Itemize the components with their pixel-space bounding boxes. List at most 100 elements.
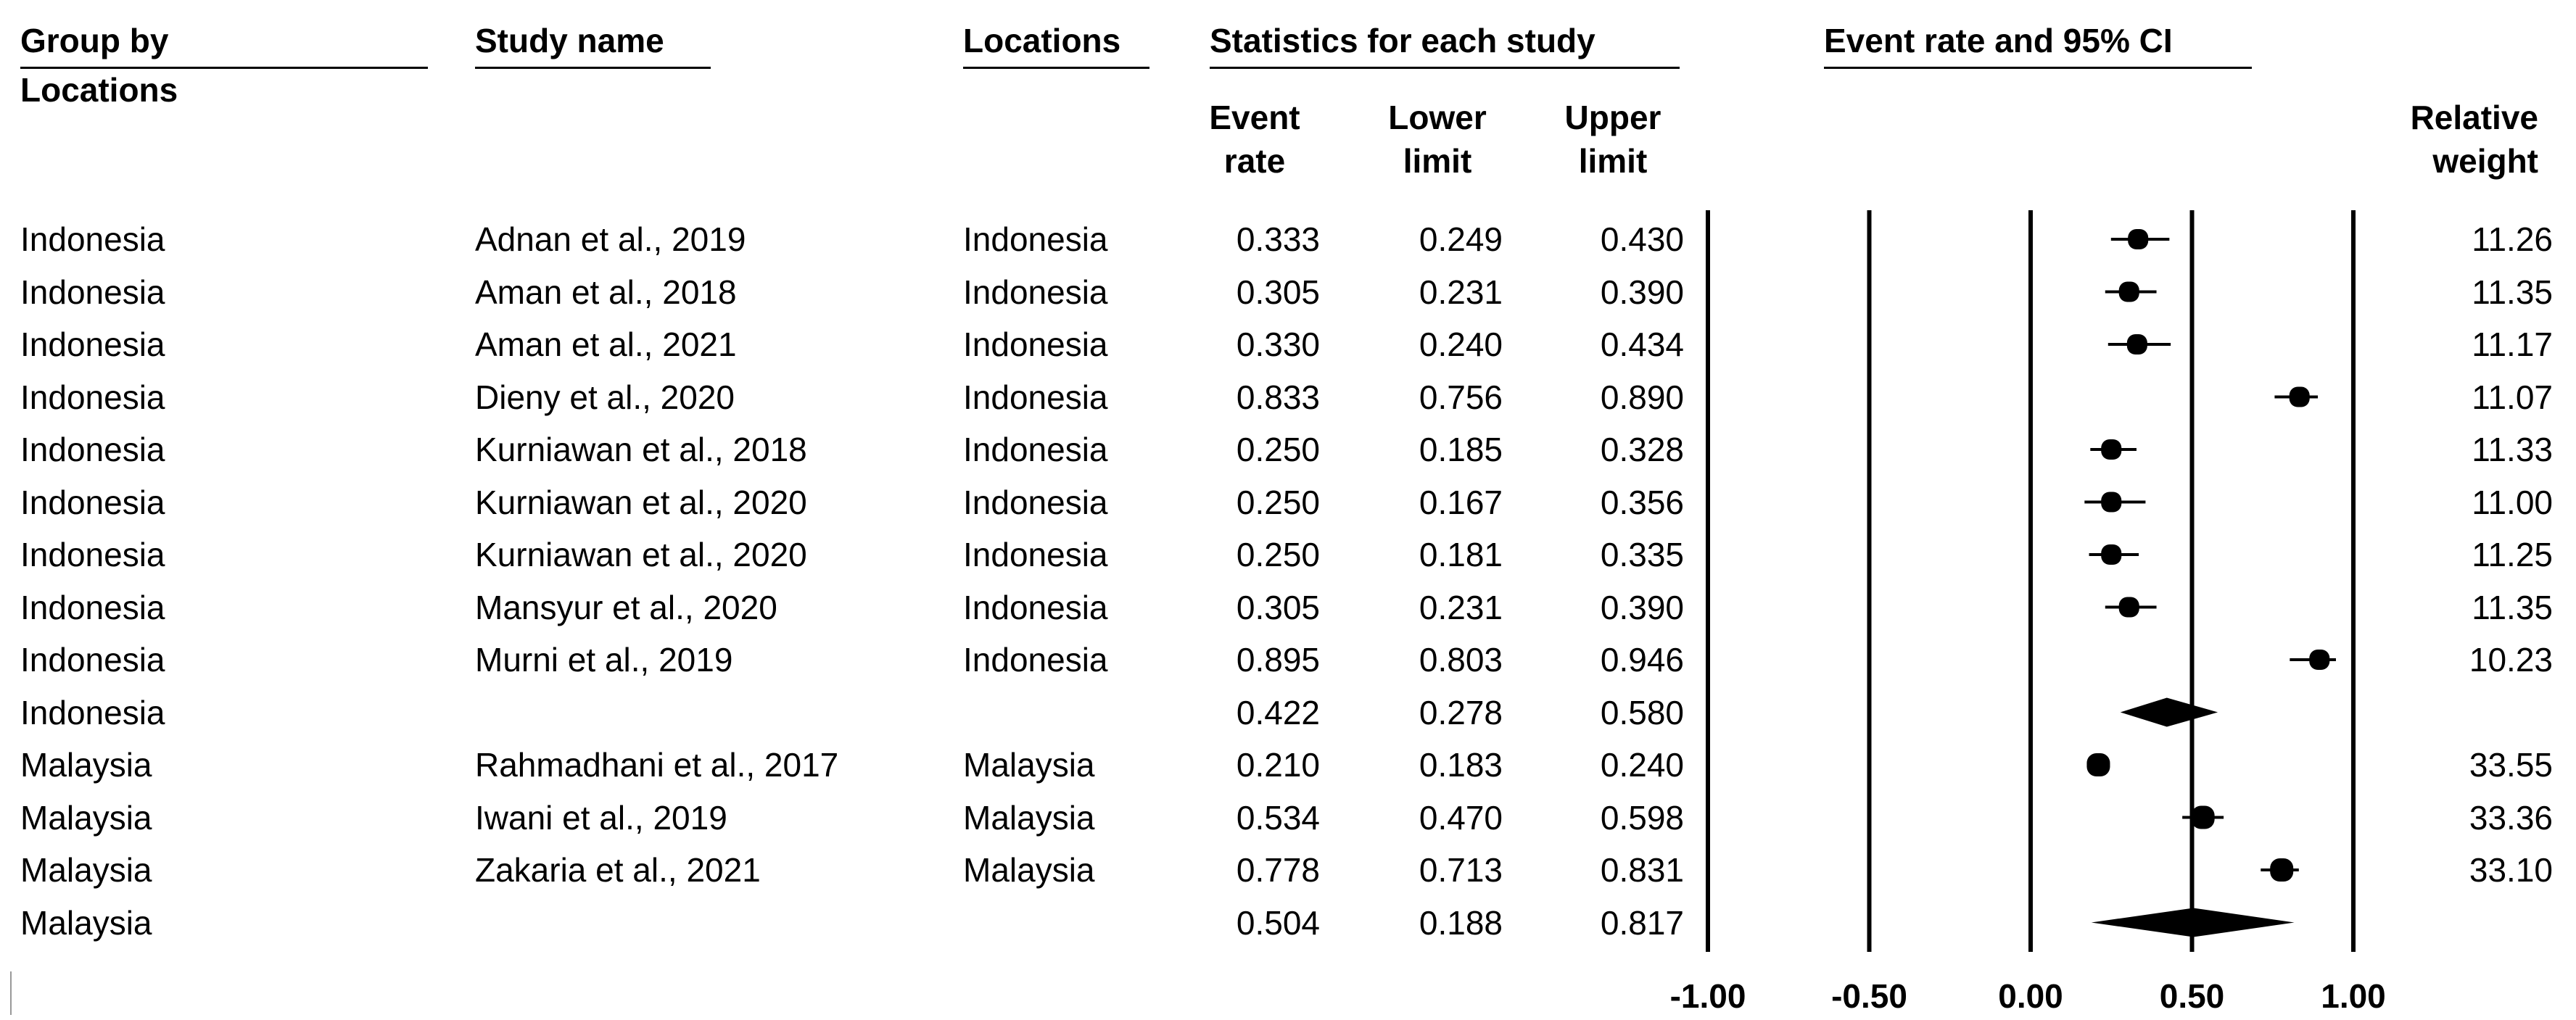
point-estimate [2086, 753, 2110, 776]
relative-weight-cell: 11.26 [2472, 220, 2553, 258]
study-name-underline [475, 67, 711, 69]
x-tick-label: -1.00 [1670, 977, 1746, 1015]
relative-weight-cell: 11.17 [2472, 326, 2553, 363]
upper-limit-cell: 0.890 [1600, 378, 1684, 416]
event-rate-cell: 0.422 [1236, 693, 1320, 731]
plot-title-underline [1824, 67, 2252, 69]
lower-limit-cell: 0.240 [1419, 326, 1503, 363]
lower-limit-header-line2: limit [1403, 142, 1472, 180]
lower-limit-cell: 0.188 [1419, 903, 1503, 942]
event-rate-cell: 0.895 [1236, 641, 1320, 679]
group-cell: Malaysia [20, 851, 152, 889]
location-cell: Indonesia [963, 641, 1108, 679]
group-cell: Indonesia [20, 273, 165, 311]
x-tick-label: -0.50 [1831, 977, 1907, 1015]
point-estimate [2309, 650, 2330, 670]
event-rate-cell: 0.250 [1236, 536, 1320, 573]
study-name-cell: Kurniawan et al., 2020 [475, 483, 807, 521]
study-name-cell: Dieny et al., 2020 [475, 378, 735, 416]
lower-limit-cell: 0.167 [1419, 483, 1503, 521]
group-by-sub-header: Locations [20, 71, 178, 109]
group-cell: Indonesia [20, 588, 165, 626]
event-rate-cell: 0.778 [1236, 851, 1320, 889]
study-name-header: Study name [475, 22, 664, 59]
study-name-cell: Adnan et al., 2019 [475, 220, 746, 258]
statistics-header: Statistics for each study [1210, 22, 1595, 59]
upper-limit-cell: 0.598 [1600, 798, 1684, 837]
lower-limit-cell: 0.803 [1419, 641, 1503, 679]
plot-title-header: Event rate and 95% CI [1824, 22, 2173, 59]
upper-limit-cell: 0.390 [1600, 273, 1684, 311]
point-estimate [2101, 439, 2122, 460]
group-cell: Indonesia [20, 220, 165, 258]
location-cell: Indonesia [963, 273, 1108, 311]
upper-limit-cell: 0.817 [1600, 903, 1684, 942]
study-name-cell: Aman et al., 2021 [475, 326, 737, 363]
upper-limit-cell: 0.390 [1600, 588, 1684, 626]
locations-header: Locations [963, 22, 1121, 59]
upper-limit-cell: 0.240 [1600, 746, 1684, 784]
lower-limit-cell: 0.231 [1419, 588, 1503, 626]
point-estimate [2101, 492, 2122, 513]
study-name-cell: Zakaria et al., 2021 [475, 851, 761, 889]
event-rate-header: Event rate [1168, 96, 1342, 183]
study-name-cell: Kurniawan et al., 2018 [475, 431, 807, 468]
relative-weight-cell: 11.35 [2472, 273, 2553, 311]
group-cell: Indonesia [20, 326, 165, 363]
location-cell: Indonesia [963, 483, 1108, 521]
event-rate-cell: 0.250 [1236, 483, 1320, 521]
summary-diamond [2091, 908, 2295, 937]
lower-limit-cell: 0.249 [1419, 220, 1503, 258]
point-estimate [2128, 229, 2149, 249]
upper-limit-cell: 0.328 [1600, 431, 1684, 468]
text-cursor-mark [10, 971, 12, 1015]
relative-weight-cell: 33.36 [2469, 798, 2553, 837]
event-rate-cell: 0.305 [1236, 588, 1320, 626]
locations-underline [963, 67, 1149, 69]
upper-limit-cell: 0.430 [1600, 220, 1684, 258]
event-rate-cell: 0.534 [1236, 798, 1320, 837]
upper-limit-cell: 0.434 [1600, 326, 1684, 363]
location-cell: Malaysia [963, 851, 1095, 889]
event-rate-header-line2: rate [1223, 142, 1286, 180]
point-estimate [2289, 386, 2310, 407]
upper-limit-header: Upper limit [1526, 96, 1700, 183]
relative-weight-cell: 33.55 [2469, 746, 2553, 784]
study-name-cell: Mansyur et al., 2020 [475, 588, 777, 626]
relative-weight-cell: 11.07 [2472, 378, 2553, 416]
point-estimate [2101, 544, 2122, 565]
point-estimate [2118, 597, 2139, 618]
upper-limit-cell: 0.580 [1600, 693, 1684, 731]
location-cell: Malaysia [963, 746, 1095, 784]
lower-limit-cell: 0.231 [1419, 273, 1503, 311]
event-rate-cell: 0.504 [1236, 903, 1320, 942]
event-rate-header-line1: Event [1209, 99, 1300, 136]
relative-weight-header: Relative weight [2350, 96, 2538, 183]
location-cell: Indonesia [963, 536, 1108, 573]
lower-limit-cell: 0.181 [1419, 536, 1503, 573]
upper-limit-cell: 0.335 [1600, 536, 1684, 573]
group-cell: Malaysia [20, 746, 152, 784]
location-cell: Indonesia [963, 220, 1108, 258]
upper-limit-cell: 0.831 [1600, 851, 1684, 889]
event-rate-cell: 0.305 [1236, 273, 1320, 311]
event-rate-cell: 0.330 [1236, 326, 1320, 363]
relative-weight-cell: 33.10 [2469, 851, 2553, 889]
relative-weight-cell: 11.33 [2472, 431, 2553, 468]
event-rate-cell: 0.333 [1236, 220, 1320, 258]
upper-limit-header-line1: Upper [1564, 99, 1661, 136]
group-cell: Malaysia [20, 798, 152, 837]
location-cell: Indonesia [963, 431, 1108, 468]
group-cell: Indonesia [20, 536, 165, 573]
upper-limit-cell: 0.356 [1600, 483, 1684, 521]
relative-weight-cell: 11.25 [2472, 536, 2553, 573]
group-cell: Indonesia [20, 431, 165, 468]
lower-limit-cell: 0.713 [1419, 851, 1503, 889]
relative-weight-header-line2: weight [2432, 142, 2538, 180]
group-cell: Indonesia [20, 641, 165, 679]
relative-weight-cell: 10.23 [2469, 641, 2553, 679]
lower-limit-header: Lower limit [1350, 96, 1524, 183]
relative-weight-cell: 11.35 [2472, 588, 2553, 626]
summary-diamond [2120, 697, 2218, 727]
